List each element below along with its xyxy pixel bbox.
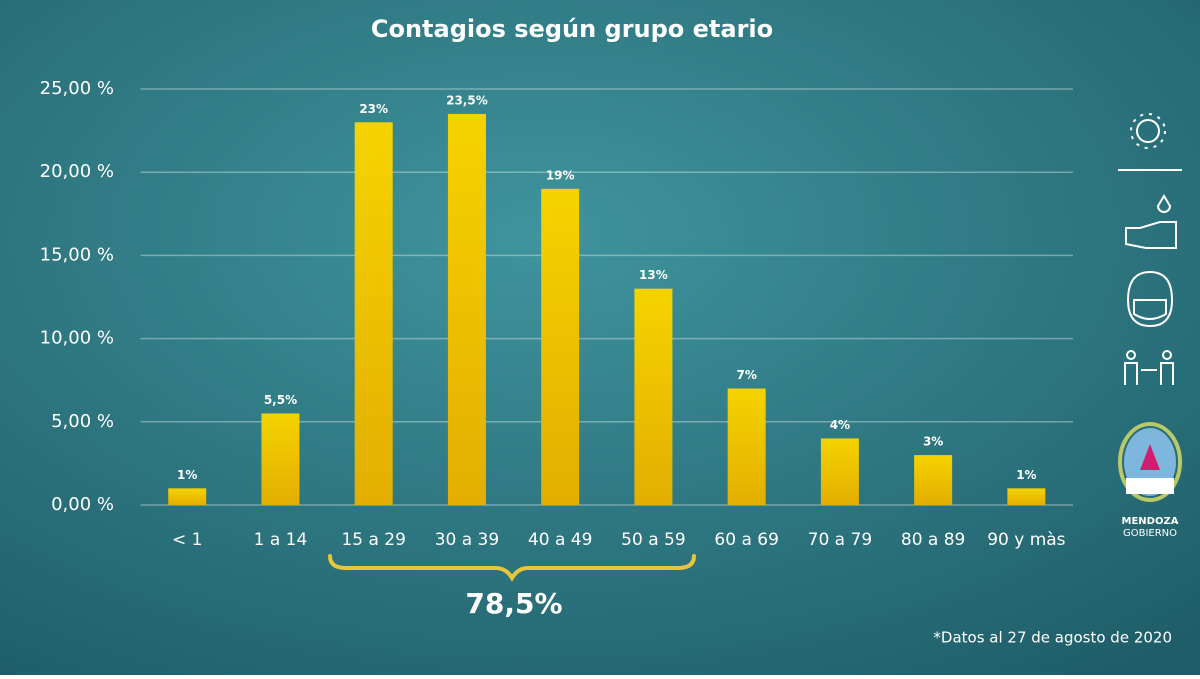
- bar: [261, 413, 300, 505]
- y-tick-label: 20,00 %: [40, 161, 114, 182]
- x-tick-label: 80 a 89: [901, 530, 966, 550]
- x-tick-label: 90 y màs: [987, 530, 1065, 550]
- bar: [914, 455, 953, 505]
- value-label: 5,5%: [264, 393, 297, 407]
- logo-band: [1126, 478, 1174, 494]
- bar: [634, 288, 673, 505]
- x-tick-label: 15 a 29: [341, 530, 406, 550]
- annotation: 78,5%: [465, 587, 562, 620]
- brace: [328, 554, 696, 582]
- bar: [168, 488, 207, 505]
- bar: [447, 113, 486, 506]
- value-label: 3%: [923, 435, 943, 449]
- icons: [1118, 113, 1182, 502]
- x-tick-label: 40 a 49: [528, 530, 593, 550]
- value-label: 13%: [639, 268, 668, 282]
- y-tick-label: 10,00 %: [40, 328, 114, 349]
- x-tick-label: 60 a 69: [714, 530, 779, 550]
- x-tick-label: 70 a 79: [808, 530, 873, 550]
- value-label: 4%: [830, 418, 850, 432]
- value-label: 7%: [736, 368, 756, 382]
- value-label: 19%: [546, 168, 575, 182]
- footnote: *Datos al 27 de agosto de 2020: [933, 629, 1172, 647]
- logo-text: MENDOZA: [1122, 516, 1179, 527]
- x-tick-label: 1 a 14: [254, 530, 308, 550]
- x-tick-label: 30 a 39: [435, 530, 500, 550]
- bar: [541, 188, 580, 505]
- y-tick-label: 5,00 %: [51, 411, 114, 432]
- bar: [727, 388, 766, 505]
- y-tick-label: 0,00 %: [51, 494, 114, 515]
- bar: [354, 122, 393, 505]
- logo-text: GOBIERNO: [1123, 528, 1177, 539]
- x-tick-label: 50 a 59: [621, 530, 686, 550]
- x-tick-label: < 1: [172, 530, 202, 550]
- logo-cap: [1140, 444, 1160, 470]
- y-tick-label: 25,00 %: [40, 78, 114, 99]
- value-label: 1%: [1016, 468, 1036, 482]
- bar: [820, 438, 859, 505]
- value-label: 23%: [359, 102, 388, 116]
- value-label: 1%: [177, 468, 197, 482]
- bar: [1007, 488, 1046, 505]
- chart-title: Contagios según grupo etario: [371, 15, 773, 43]
- y-tick-label: 15,00 %: [40, 244, 114, 265]
- value-label: 23,5%: [446, 93, 488, 107]
